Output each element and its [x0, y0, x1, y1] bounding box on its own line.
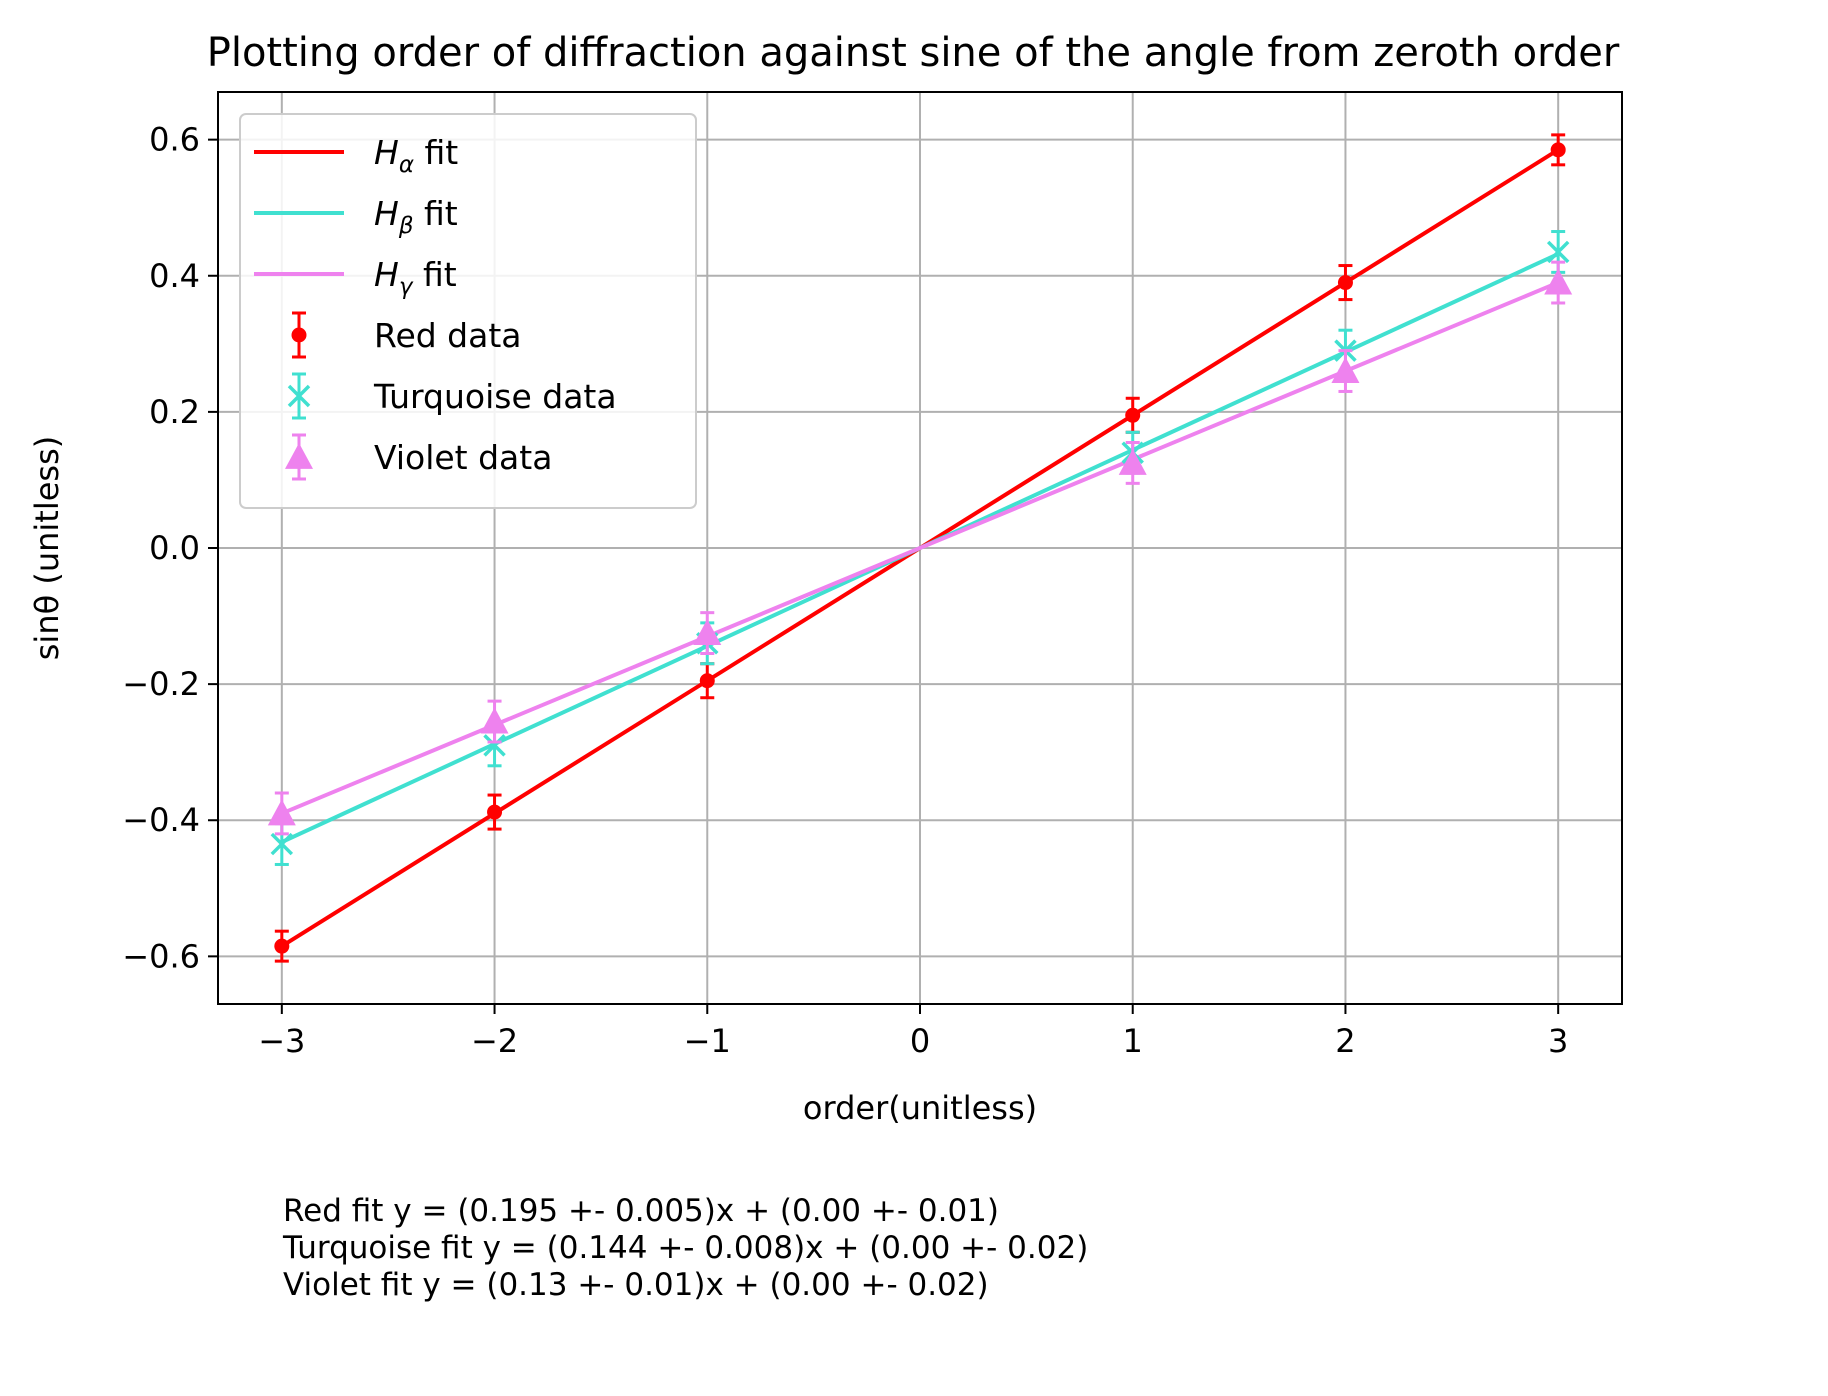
data-point [1331, 357, 1360, 383]
legend: Hα fit Hβ fit Hγ fit Red data Turquoise data… [239, 113, 697, 509]
legend-label: Turquoise data [373, 377, 617, 416]
data-point [267, 799, 296, 826]
y-tick-label: 0.4 [149, 257, 200, 295]
data-point [693, 619, 722, 645]
y-tick-label: −0.4 [122, 801, 200, 839]
axis-ticks: −3 −2 −1 0 1 2 3 −0.6 −0.4 −0.2 0.0 0.2 0.4 0.6 [122, 121, 1568, 1060]
violet-fit-equation: Violet fit y = (0.13 +- 0.01)x + (0.00 +… [283, 1267, 989, 1303]
x-axis-label: order(unitless) [803, 1089, 1037, 1127]
legend-marker [287, 384, 311, 408]
x-tick-label: −2 [471, 1022, 518, 1060]
turquoise-fit-equation: Turquoise fit y = (0.144 +- 0.008)x + (0… [283, 1230, 1089, 1266]
data-point [483, 734, 506, 757]
legend-box [239, 113, 697, 509]
legend-marker [291, 327, 307, 343]
x-tick-label: 0 [910, 1022, 930, 1060]
legend-label: Violet data [374, 438, 552, 477]
data-point [270, 832, 294, 856]
y-tick-label: −0.2 [122, 665, 200, 703]
chart-title: Plotting order of diffraction against si… [207, 30, 1620, 76]
y-tick-label: −0.6 [122, 937, 200, 975]
y-axis-label: sinθ (unitless) [28, 436, 66, 660]
data-point [1550, 142, 1566, 158]
data-points [267, 133, 1573, 963]
legend-marker [285, 443, 313, 469]
data-point [487, 804, 503, 820]
x-tick-label: −3 [258, 1022, 305, 1060]
legend-label: Red data [374, 316, 522, 355]
red-fit-equation: Red fit y = (0.195 +- 0.005)x + (0.00 +-… [283, 1193, 999, 1229]
y-tick-label: 0.0 [149, 529, 200, 567]
data-point [1546, 240, 1570, 264]
data-point [1337, 275, 1353, 291]
data-point [699, 673, 715, 689]
data-point [1544, 268, 1573, 295]
x-tick-label: 3 [1548, 1022, 1568, 1060]
x-tick-label: 2 [1335, 1022, 1355, 1060]
legend-label: Hγ fit [374, 255, 457, 300]
data-point [480, 707, 509, 734]
y-tick-label: 0.2 [149, 393, 200, 431]
data-point [1125, 407, 1141, 423]
data-point [274, 938, 290, 954]
data-point [1118, 448, 1147, 475]
fit-equations: Red fit y = (0.195 +- 0.005)x + (0.00 +-… [283, 1193, 1683, 1304]
y-tick-label: 0.6 [149, 121, 200, 159]
legend-label: Hβ fit [374, 194, 458, 239]
x-tick-label: −1 [684, 1022, 731, 1060]
x-tick-label: 1 [1123, 1022, 1143, 1060]
legend-label: Hα fit [374, 133, 458, 178]
